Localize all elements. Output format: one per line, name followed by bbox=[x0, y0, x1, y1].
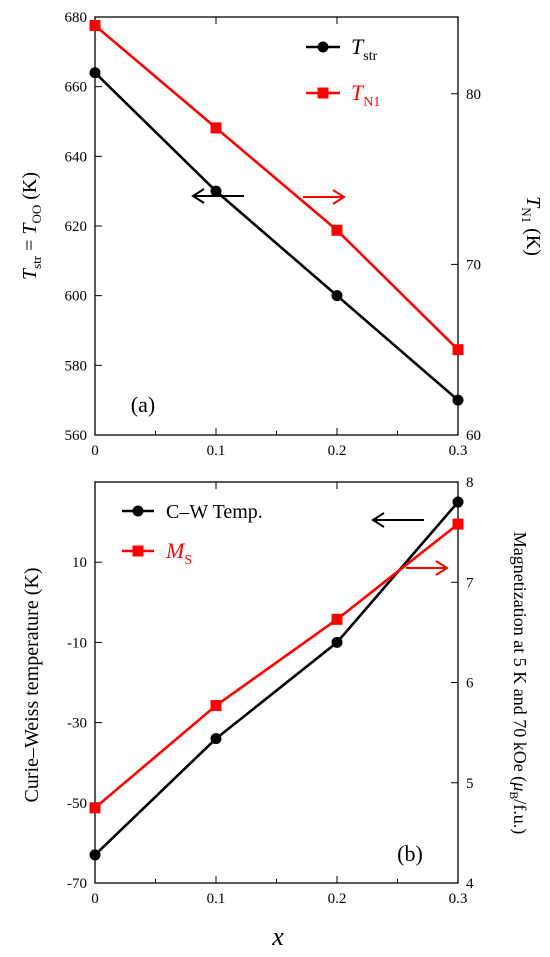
y-left-tick-label: -50 bbox=[67, 796, 87, 812]
data-point-square bbox=[331, 613, 343, 625]
plot-frame bbox=[94, 481, 459, 884]
data-point-circle bbox=[452, 496, 464, 508]
x-tick-label: 0.2 bbox=[328, 443, 347, 459]
y-right-tick-label: 70 bbox=[466, 257, 481, 273]
y-axis-right-title: Magnetization at 5 K and 70 kOe (μB/f.u.… bbox=[507, 532, 530, 835]
data-point-circle bbox=[89, 849, 101, 861]
y-axis-right-title: TN1 (K) bbox=[519, 196, 544, 256]
data-point-square bbox=[210, 122, 222, 134]
x-tick-label: 0.2 bbox=[328, 891, 347, 907]
series-line-1 bbox=[94, 24, 459, 351]
y-left-tick-label: 660 bbox=[65, 80, 88, 96]
x-tick-label: 0.3 bbox=[449, 891, 468, 907]
y-right-tick-label: 4 bbox=[466, 876, 474, 892]
y-left-tick-label: -70 bbox=[67, 876, 87, 892]
y-axis-left-title: Tstr = TOO (K) bbox=[19, 172, 44, 280]
legend-marker-circle bbox=[132, 505, 144, 517]
left-axis-arrow-icon bbox=[371, 512, 424, 528]
legend-label-tn1: TN1 bbox=[351, 80, 380, 110]
data-point-square bbox=[89, 802, 101, 814]
data-point-circle bbox=[89, 67, 101, 79]
y-right-tick-label: 80 bbox=[466, 87, 481, 103]
y-left-tick-label: -30 bbox=[67, 716, 87, 732]
y-left-tick-label: 560 bbox=[65, 428, 88, 444]
data-point-square bbox=[452, 344, 464, 356]
left-axis-arrow-icon bbox=[191, 188, 244, 204]
y-axis-left-title: Curie–Weiss temperature (K) bbox=[21, 568, 43, 803]
data-point-circle bbox=[452, 394, 464, 406]
y-right-tick-label: 6 bbox=[466, 676, 474, 692]
plot-frame bbox=[94, 16, 459, 436]
x-tick-label: 0 bbox=[91, 891, 99, 907]
y-right-tick-label: 5 bbox=[466, 776, 474, 792]
right-axis-arrow-icon bbox=[303, 189, 346, 205]
y-right-tick-label: 8 bbox=[466, 475, 474, 491]
y-left-tick-label: -10 bbox=[67, 635, 87, 651]
data-point-circle bbox=[331, 636, 343, 648]
series-line-0 bbox=[94, 501, 459, 856]
data-point-square bbox=[331, 224, 343, 236]
legend-marker-square bbox=[132, 545, 144, 557]
chart-panel-a: 0 0.1 0.2 0.3 560 580 600 620 640 660 680 60 70 80 (a)… bbox=[19, 10, 544, 459]
data-point-circle bbox=[331, 290, 343, 302]
right-axis-arrow-icon bbox=[406, 560, 449, 576]
data-point-circle bbox=[210, 185, 222, 197]
series-line-1 bbox=[94, 523, 459, 809]
legend-marker-circle bbox=[317, 41, 329, 53]
x-tick-label: 0 bbox=[91, 443, 99, 459]
panel-label: (b) bbox=[397, 841, 423, 866]
y-left-tick-label: 640 bbox=[65, 149, 88, 165]
legend-marker-square bbox=[317, 87, 329, 99]
y-left-tick-label: 620 bbox=[65, 219, 88, 235]
y-left-tick-label: 10 bbox=[72, 555, 87, 571]
legend-label-cw: C–W Temp. bbox=[166, 501, 263, 523]
legend-label-tstr: Tstr bbox=[351, 34, 378, 64]
y-left-tick-label: 580 bbox=[65, 358, 88, 374]
chart-panel-b: 0 0.1 0.2 0.3 -70 -50 -30 -10 10 4 5 6 7 8 (b) C–W Temp… bbox=[21, 475, 530, 951]
data-point-square bbox=[452, 518, 464, 530]
y-right-tick-label: 60 bbox=[466, 428, 481, 444]
data-point-square bbox=[89, 20, 101, 32]
series-line-0 bbox=[94, 71, 459, 402]
x-tick-label: 0.1 bbox=[207, 891, 226, 907]
data-point-circle bbox=[210, 733, 222, 745]
x-tick-label: 0.1 bbox=[207, 443, 226, 459]
y-left-tick-label: 600 bbox=[65, 289, 88, 305]
y-left-tick-label: 680 bbox=[65, 10, 88, 26]
x-axis-title: x bbox=[271, 922, 284, 951]
legend-label-ms: MS bbox=[165, 538, 192, 568]
x-tick-label: 0.3 bbox=[449, 443, 468, 459]
y-right-tick-label: 7 bbox=[466, 575, 474, 591]
data-point-square bbox=[210, 700, 222, 712]
panel-label: (a) bbox=[131, 392, 155, 417]
